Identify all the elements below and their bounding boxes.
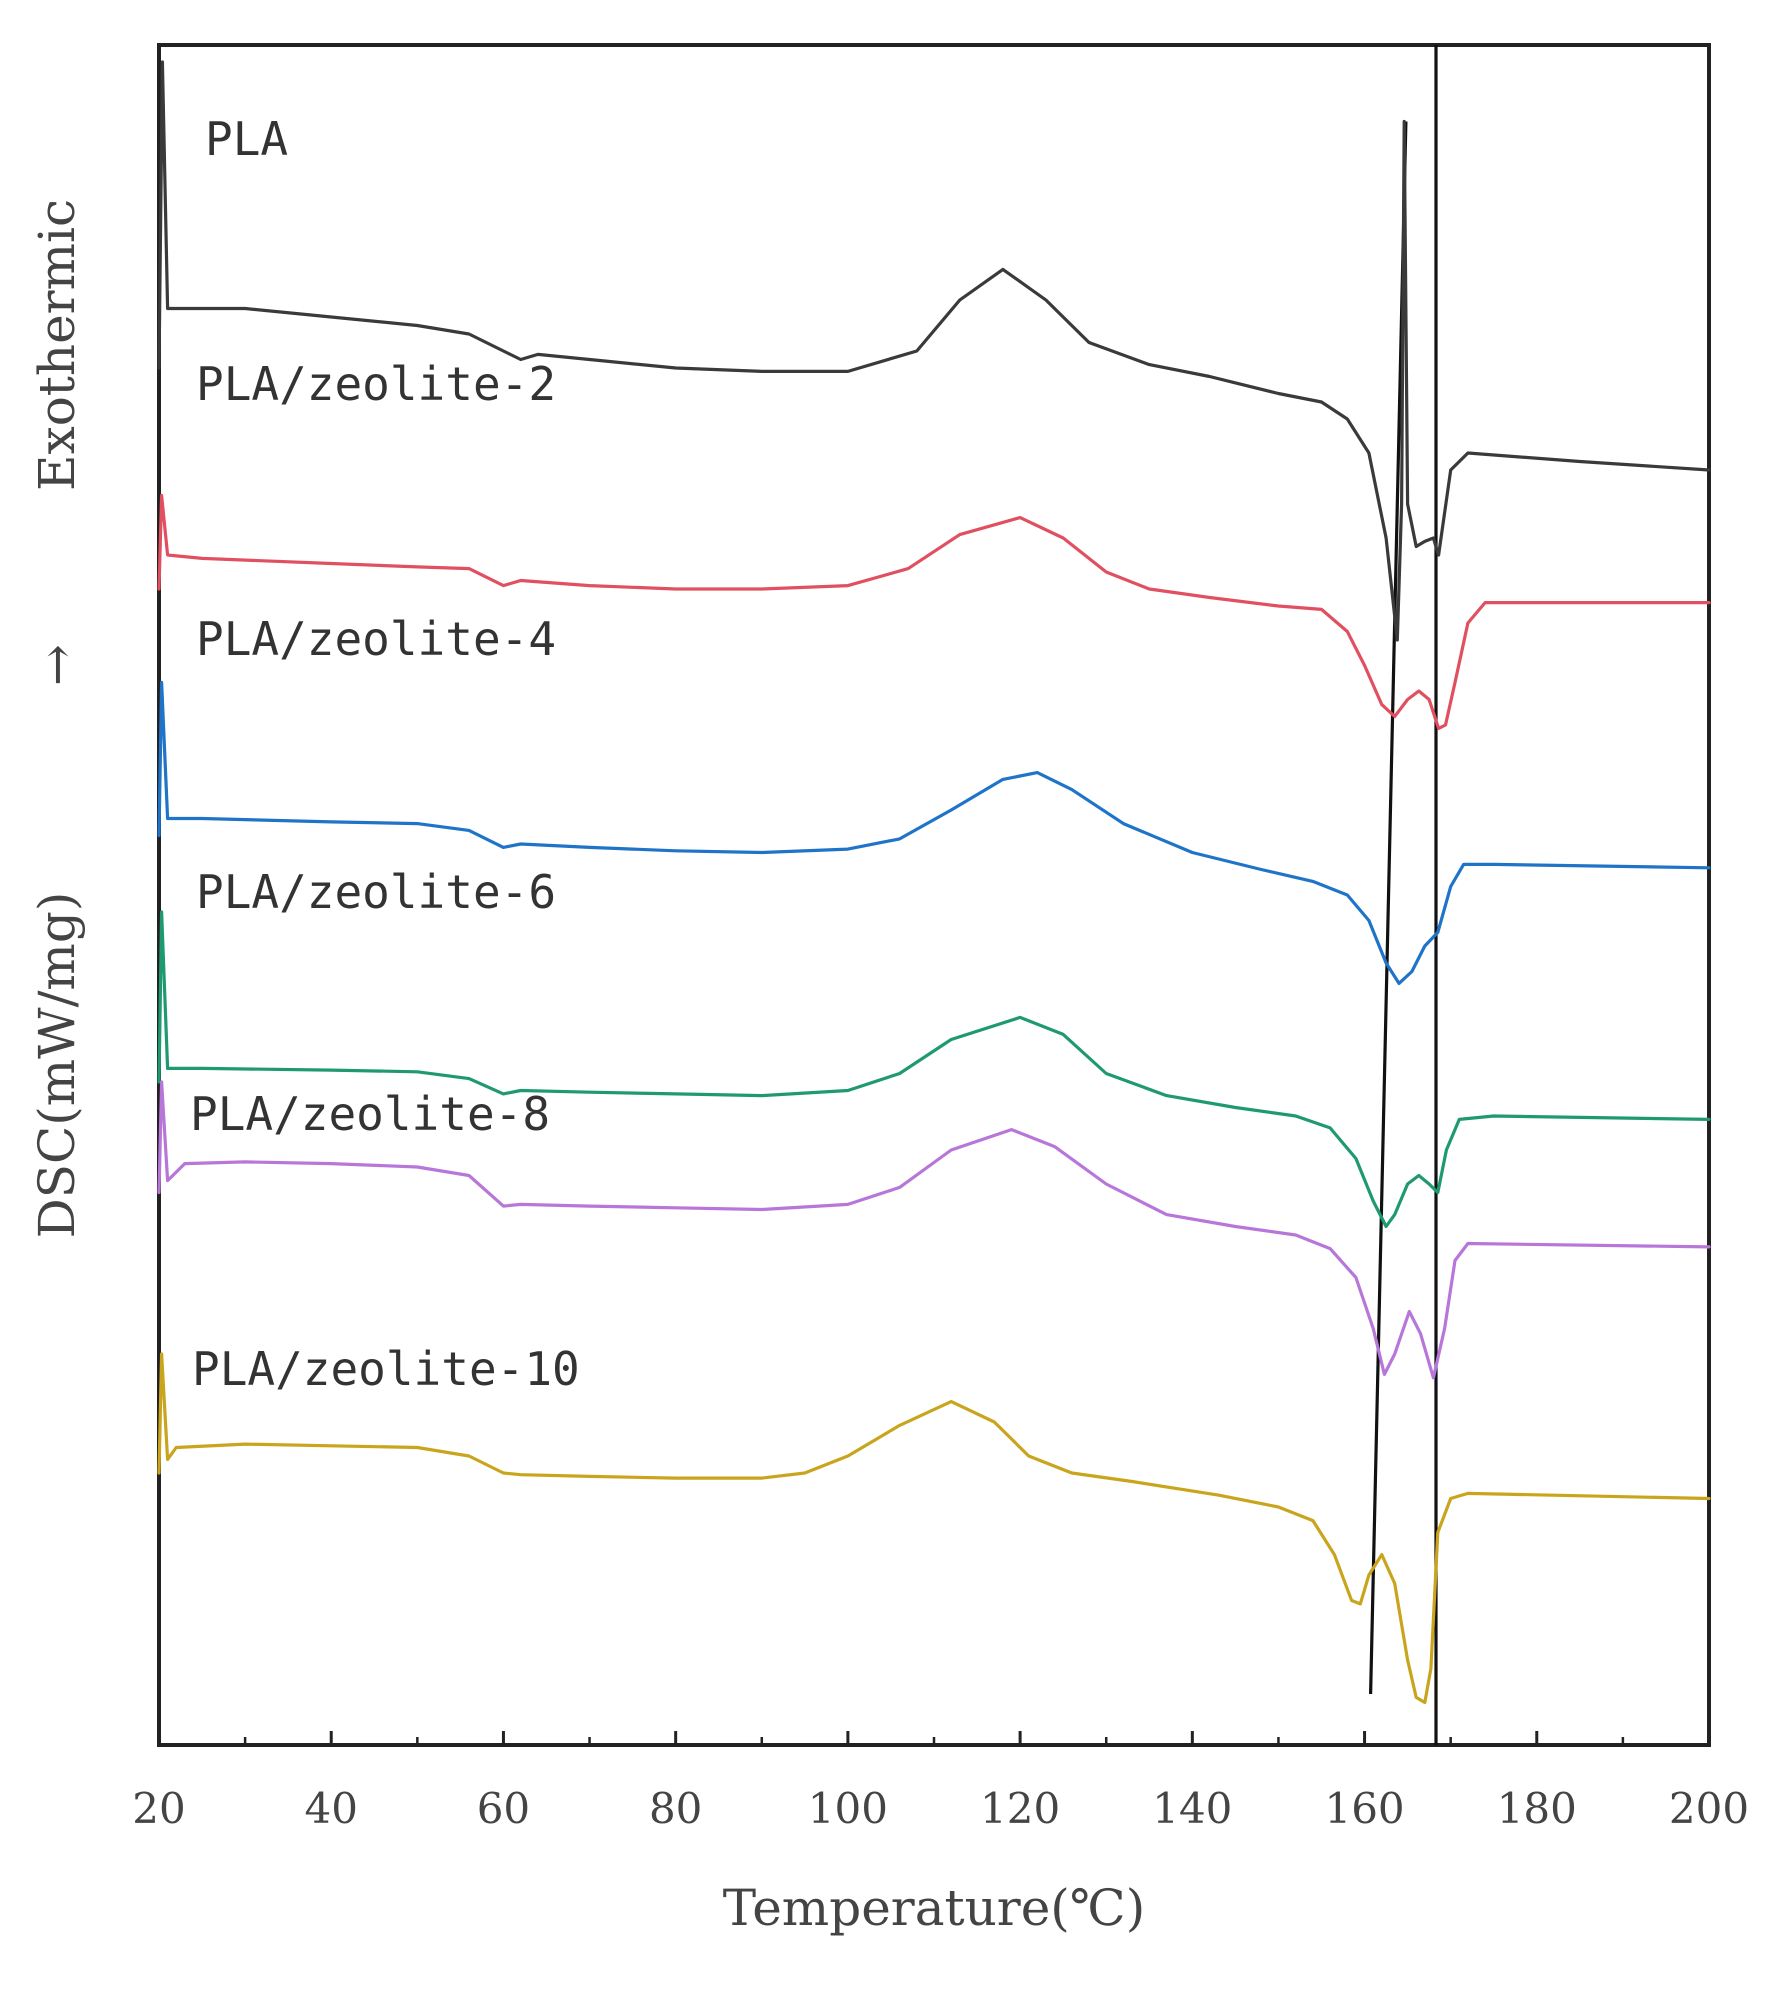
y-axis-title: DSC(mW/mg) (28, 892, 86, 1239)
series-line (157, 493, 1711, 730)
reference-lines (1369, 45, 1438, 1745)
x-tick-label: 20 (132, 1784, 185, 1833)
y-axis-direction-label: Exothermic (28, 199, 86, 491)
x-tick-label: 80 (649, 1784, 702, 1833)
series-line (157, 910, 1711, 1229)
x-tick-label: 120 (980, 1784, 1060, 1833)
series-label: PLA (205, 112, 288, 166)
series-label: PLA/zeolite-4 (196, 612, 556, 666)
x-tick-label: 160 (1324, 1784, 1404, 1833)
series-group (157, 60, 1711, 1705)
x-axis: 20 40 60 80 100 120 140 160 180 200 (132, 1731, 1749, 1833)
series-label: PLA/zeolite-2 (196, 357, 556, 411)
x-axis-title: Temperature(℃) (723, 1879, 1146, 1937)
x-tick-label: 200 (1669, 1784, 1749, 1833)
series-label: PLA/zeolite-10 (192, 1342, 580, 1396)
x-tick-label: 60 (477, 1784, 530, 1833)
y-axis-arrow: → (28, 644, 86, 686)
series-labels: PLA PLA/zeolite-2 PLA/zeolite-4 PLA/zeolite… (190, 112, 580, 1396)
x-tick-label: 100 (808, 1784, 888, 1833)
x-tick-label: 180 (1497, 1784, 1577, 1833)
series-line (157, 60, 1711, 642)
x-tick-label: 140 (1152, 1784, 1232, 1833)
x-tick-label: 40 (304, 1784, 357, 1833)
series-label: PLA/zeolite-6 (196, 865, 556, 919)
trend-line-lower-peak (1369, 121, 1408, 1695)
series-label: PLA/zeolite-8 (190, 1087, 550, 1141)
series-line (157, 1352, 1711, 1705)
series-line (157, 1080, 1711, 1380)
series-line (157, 680, 1711, 985)
